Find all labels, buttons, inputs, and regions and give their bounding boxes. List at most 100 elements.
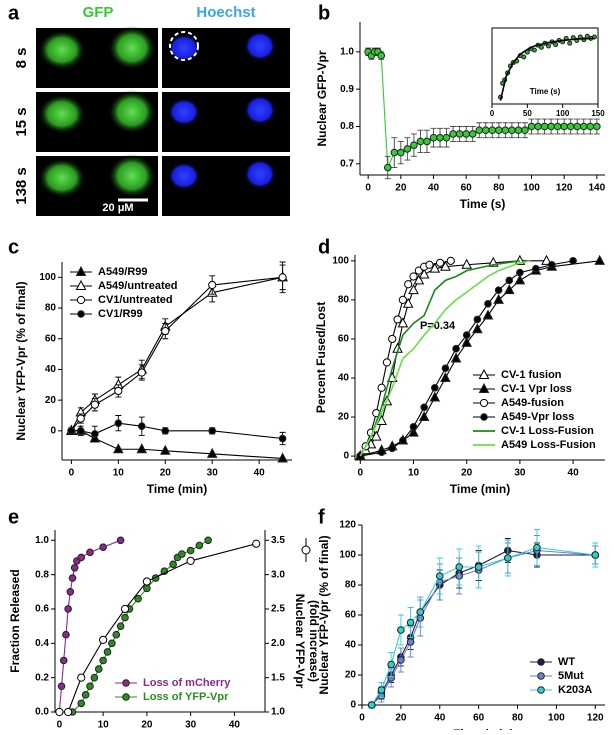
marker (86, 548, 94, 557)
marker (116, 622, 125, 630)
x-axis-label: Time (s) (530, 87, 561, 96)
legend-marker (480, 413, 488, 421)
image-gfp (36, 26, 158, 216)
y-tick-label: 40 (345, 640, 357, 651)
marker (377, 51, 386, 60)
marker (142, 577, 151, 586)
marker (586, 122, 595, 131)
x-tick-label: 0 (365, 183, 371, 194)
marker (475, 126, 484, 135)
x-axis-label: Time (min) (147, 482, 207, 496)
series-line (359, 260, 521, 457)
marker (409, 272, 418, 281)
marker (425, 260, 434, 269)
row-label: 8 s (13, 48, 30, 69)
x-tick-label: 0 (69, 468, 75, 479)
marker (488, 126, 497, 135)
x-tick-label: 0 (359, 713, 365, 724)
y-tick-label: 40 (45, 364, 57, 375)
y-axis-label: Nuclear YFP-Vpr (% of final) (317, 535, 331, 694)
marker (461, 258, 473, 269)
marker (208, 280, 217, 290)
legend-label: Loss of mCherry (143, 677, 231, 689)
marker (404, 280, 413, 289)
marker (547, 122, 555, 131)
x-tick-label: 40 (568, 468, 580, 479)
marker (505, 276, 514, 285)
marker (455, 563, 464, 571)
marker (573, 122, 582, 131)
marker (484, 300, 492, 308)
image-hoechst (162, 28, 290, 216)
y-tick-label: 100 (39, 272, 56, 283)
y-tick-label: 0 (50, 425, 56, 436)
marker (77, 553, 86, 562)
x-tick-label: 20 (461, 468, 473, 479)
panel-label: b (318, 2, 330, 24)
legend-marker (537, 672, 545, 680)
marker (86, 682, 94, 691)
y-tick-label: 0.6 (35, 604, 49, 615)
x-tick-label: 20 (141, 720, 153, 730)
y-tick-label: 80 (45, 303, 57, 314)
y-axis-label: Percent Fused/Lost (314, 302, 328, 413)
marker (137, 422, 146, 431)
marker (408, 426, 419, 437)
marker (397, 626, 405, 634)
marker (252, 539, 261, 548)
y-tick-label: 0.7 (340, 158, 354, 169)
marker (99, 635, 108, 644)
marker (418, 268, 430, 279)
x-tick-label: 80 (493, 183, 505, 194)
row-label: 138 s (13, 167, 30, 205)
legend-label: CV-1 Loss-Fusion (501, 425, 594, 437)
x-tick-label: 60 (461, 183, 473, 194)
marker (481, 126, 490, 135)
marker (108, 639, 116, 648)
marker (99, 543, 107, 551)
legend-label: Loss of YFP-Vpr (143, 691, 229, 703)
y-tick-label: 1.0 (35, 535, 49, 546)
marker (429, 262, 441, 273)
marker (446, 256, 455, 265)
legend-marker (537, 658, 545, 666)
marker (430, 383, 439, 392)
x-tick-label: 40 (229, 720, 241, 730)
y-tick-label: 60 (45, 333, 57, 344)
y2-tick-label: 2.5 (271, 604, 285, 615)
marker (57, 682, 66, 691)
marker (408, 284, 419, 295)
marker (569, 257, 577, 265)
marker (591, 551, 600, 559)
marker (134, 594, 142, 603)
marker (397, 656, 405, 664)
y2-tick-label: 3.5 (271, 535, 285, 546)
y-tick-label: 0.8 (340, 121, 354, 132)
x-tick-label: 0 (57, 720, 63, 730)
x-tick-label: 80 (512, 713, 524, 724)
marker (594, 254, 606, 265)
marker (186, 546, 195, 555)
panel-label: d (318, 236, 330, 258)
marker (566, 122, 575, 131)
x-tick-label: 20 (395, 713, 407, 724)
y-tick-label: 60 (345, 610, 357, 621)
legend-label: A549-fusion (501, 397, 564, 409)
marker (418, 410, 430, 422)
marker (534, 122, 542, 131)
marker (377, 448, 386, 456)
legend-label: A549/R99 (98, 266, 148, 278)
marker (440, 371, 451, 382)
x-tick-label: 30 (207, 468, 219, 479)
y-tick-label: 20 (338, 412, 350, 423)
marker (277, 452, 288, 463)
marker (461, 336, 473, 347)
marker (382, 358, 392, 367)
marker (414, 266, 423, 275)
x-tick-label: 100 (523, 183, 540, 194)
marker (402, 297, 414, 308)
marker (356, 452, 365, 460)
marker (579, 122, 588, 131)
marker (413, 274, 425, 285)
y2-tick-label: 3.0 (271, 569, 285, 580)
